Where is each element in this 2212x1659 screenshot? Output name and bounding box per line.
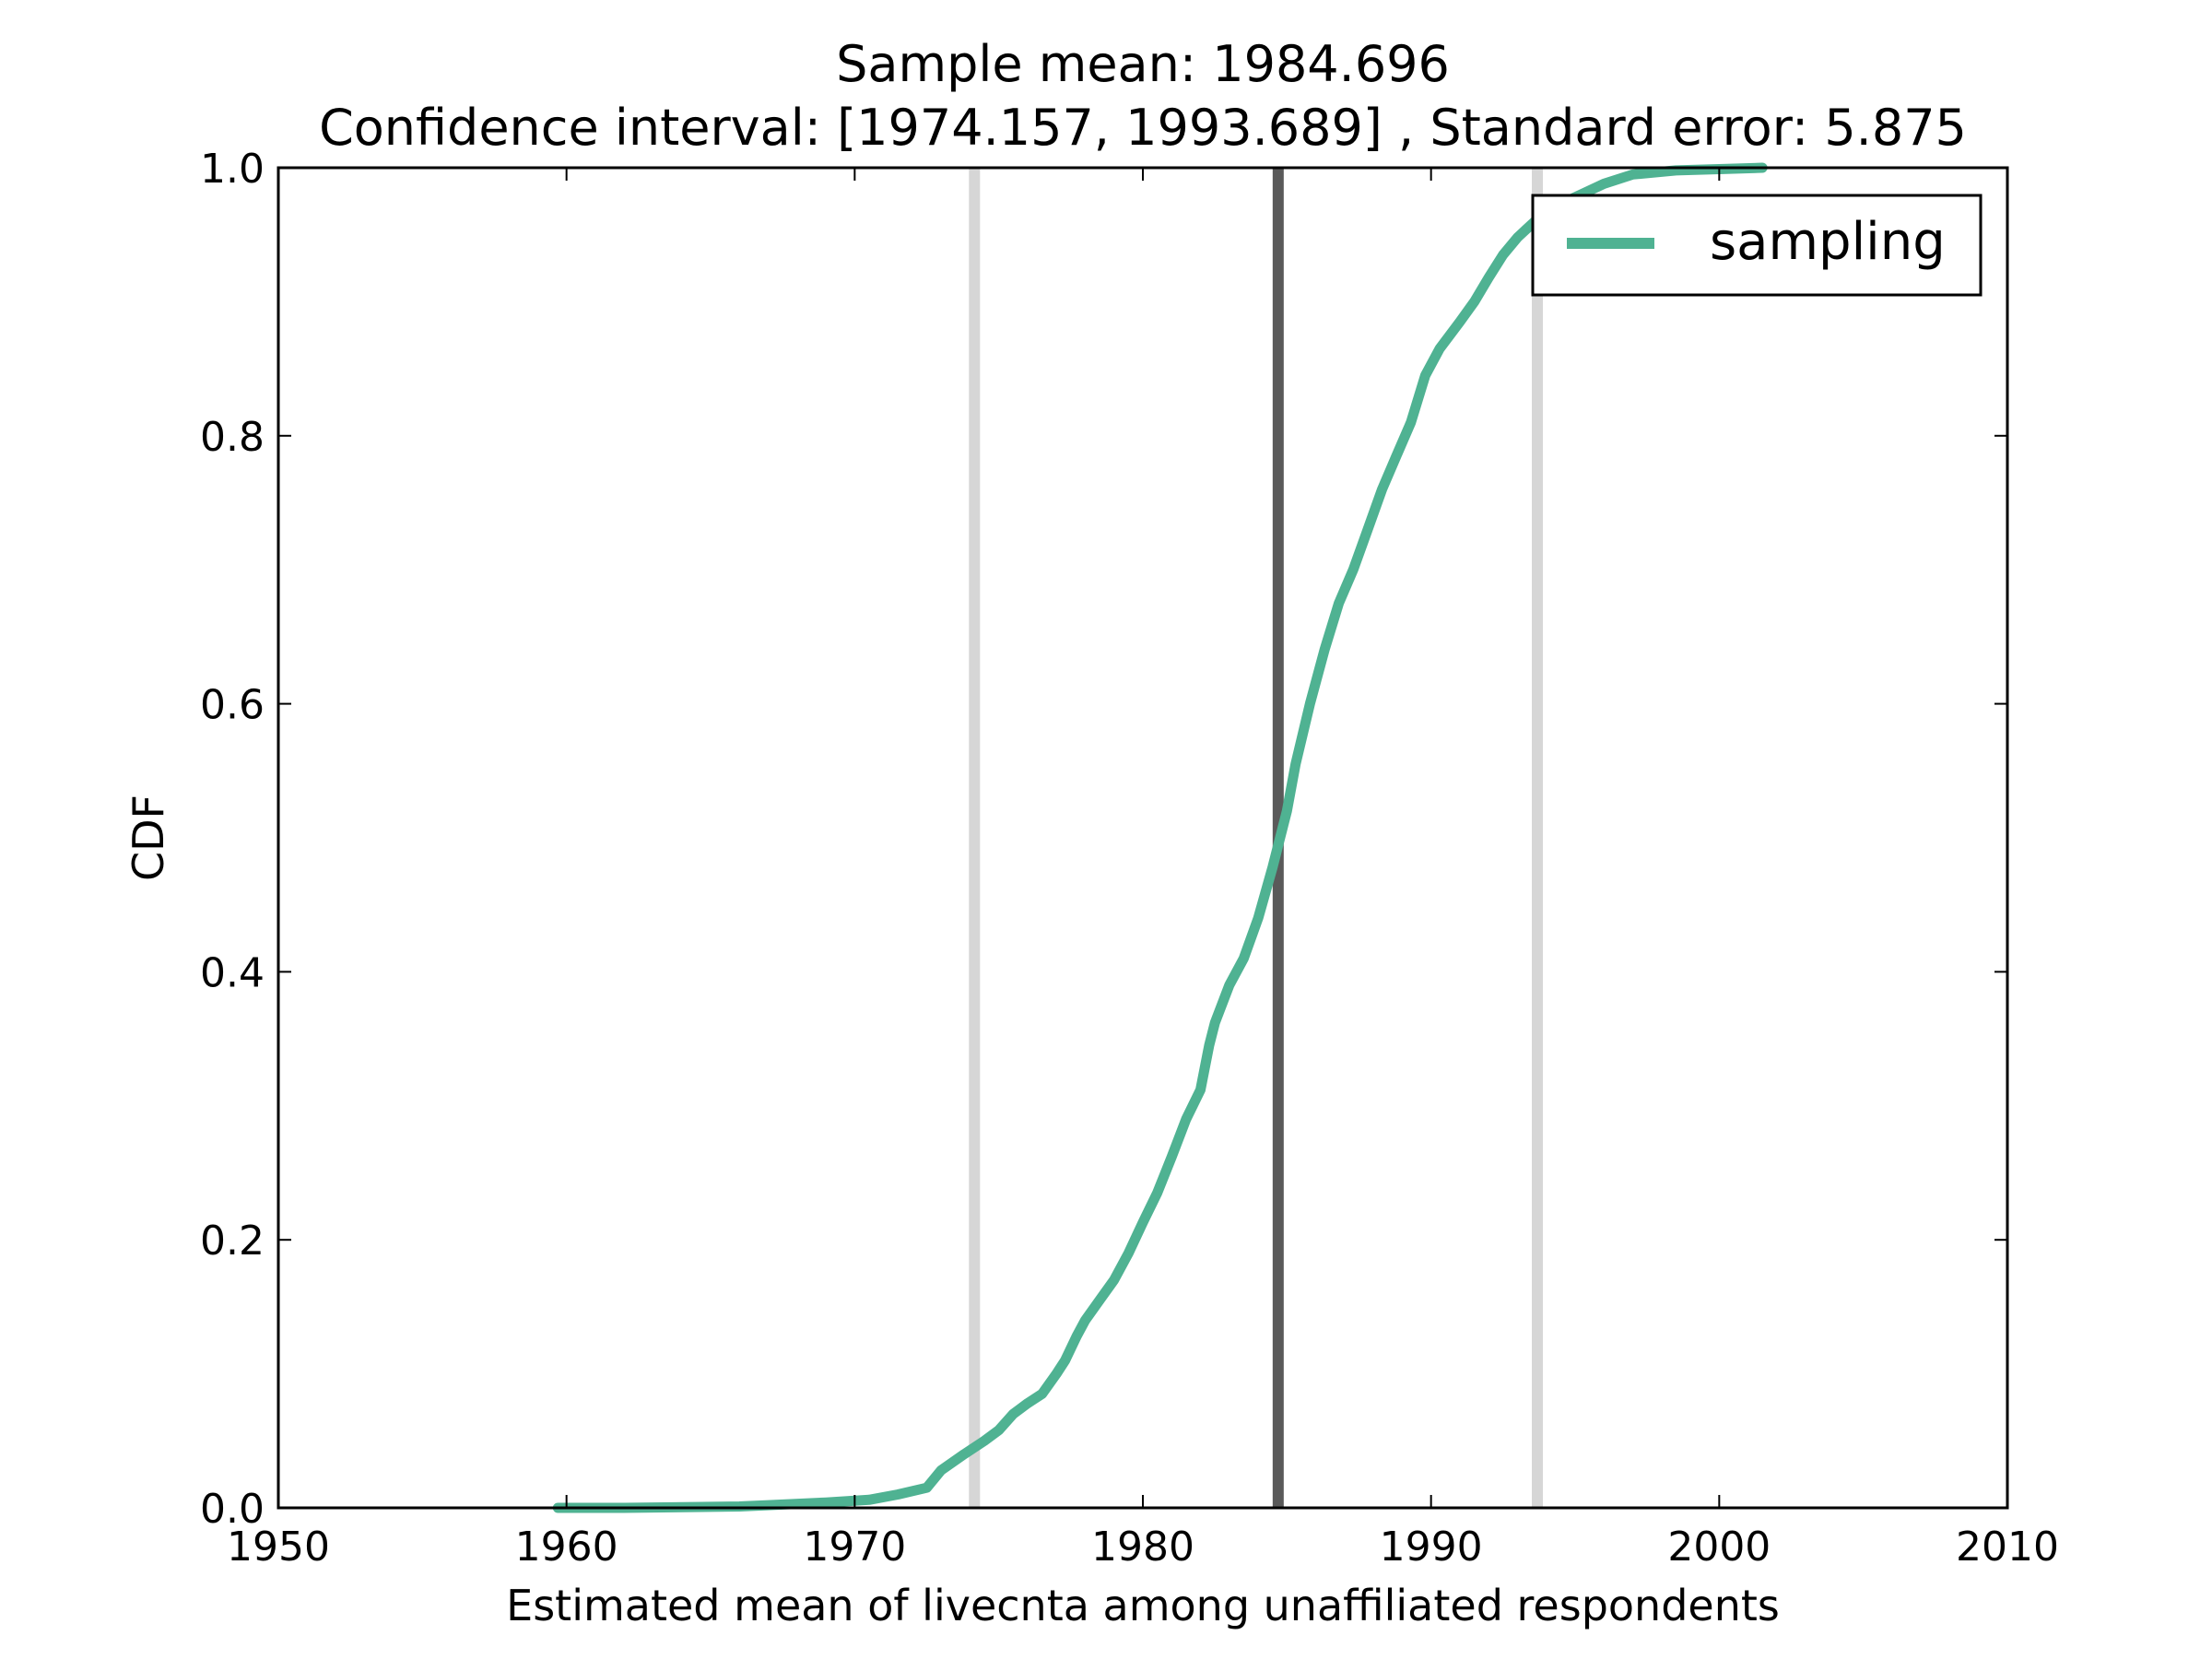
- x-tick-label-2: 1970: [803, 1524, 906, 1571]
- x-tick-label-4: 1990: [1380, 1524, 1483, 1571]
- y-tick-label-2: 0.4: [200, 949, 265, 996]
- x-tick-label-3: 1980: [1091, 1524, 1194, 1571]
- series-layer: [552, 162, 1768, 1513]
- x-tick-label-5: 2000: [1667, 1524, 1771, 1571]
- y-tick-label-1: 0.2: [200, 1218, 265, 1265]
- x-tick-label-0: 1950: [227, 1524, 330, 1571]
- y-tick-label-5: 1.0: [200, 146, 265, 193]
- x-tick-label-6: 2010: [1956, 1524, 2059, 1571]
- plot-frame: [276, 166, 2009, 1510]
- y-tick-label-4: 0.8: [200, 414, 265, 461]
- x-axis-ticks: 1950 1960 1970 1980 1990 2000 2010: [227, 168, 2059, 1571]
- legend-label-sampling: sampling: [1710, 212, 1946, 272]
- x-tick-label-1: 1960: [515, 1524, 618, 1571]
- x-axis-label: Estimated mean of livecnta among unaffil…: [506, 1581, 1780, 1630]
- y-tick-label-3: 0.6: [200, 682, 265, 729]
- series-line-sampling: [552, 162, 1768, 1513]
- vertical-reference-lines: [969, 168, 1544, 1508]
- y-axis-ticks: 0.0 0.2 0.4 0.6 0.8 1.0: [200, 146, 2007, 1533]
- chart-subtitle: Confidence interval: [1974.157, 1993.689…: [319, 99, 1967, 157]
- legend: sampling: [1531, 194, 1983, 297]
- y-tick-label-0: 0.0: [200, 1486, 265, 1533]
- chart-title: Sample mean: 1984.696: [836, 35, 1450, 93]
- y-axis-label: CDF: [124, 794, 173, 881]
